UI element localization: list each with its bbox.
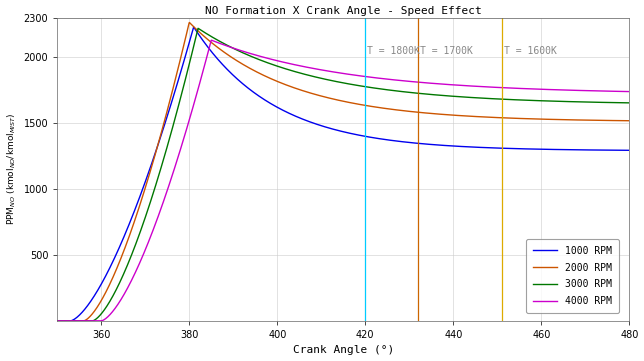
4000 RPM [82,319,90,323]
4000 RPM [504,86,512,90]
1000 RPM [53,319,61,323]
Text: T = 1700K: T = 1700K [421,46,473,56]
3000 RPM [332,79,339,84]
4000 RPM [332,70,339,74]
3000 RPM [194,26,202,31]
1000 RPM [317,123,325,128]
3000 RPM [317,76,325,81]
2000 RPM [625,118,633,123]
1000 RPM [625,148,633,152]
2000 RPM [609,118,617,123]
4000 RPM [609,89,616,93]
2000 RPM [82,317,90,322]
Line: 2000 RPM: 2000 RPM [57,22,629,321]
2000 RPM [185,20,193,25]
3000 RPM [53,319,61,323]
3000 RPM [609,100,617,105]
2000 RPM [504,116,512,120]
1000 RPM [82,305,90,309]
4000 RPM [609,89,617,93]
4000 RPM [53,319,61,323]
Line: 4000 RPM: 4000 RPM [57,40,629,321]
1000 RPM [609,148,617,152]
Legend: 1000 RPM, 2000 RPM, 3000 RPM, 4000 RPM: 1000 RPM, 2000 RPM, 3000 RPM, 4000 RPM [526,239,619,313]
X-axis label: Crank Angle (°): Crank Angle (°) [292,345,394,356]
Text: T = 1800K: T = 1800K [368,46,421,56]
Y-axis label: PPM$_{NO}$ (kmol$_{NO}$/kmol$_{MIST}$): PPM$_{NO}$ (kmol$_{NO}$/kmol$_{MIST}$) [6,113,18,225]
3000 RPM [82,319,90,323]
1000 RPM [504,146,512,151]
2000 RPM [609,118,616,123]
Text: T = 1600K: T = 1600K [504,46,556,56]
3000 RPM [625,101,633,105]
2000 RPM [53,319,61,323]
1000 RPM [609,148,616,152]
2000 RPM [317,94,325,98]
Title: NO Formation X Crank Angle - Speed Effect: NO Formation X Crank Angle - Speed Effec… [205,5,482,16]
3000 RPM [609,100,616,105]
2000 RPM [332,97,339,102]
4000 RPM [625,90,633,94]
1000 RPM [332,128,339,132]
1000 RPM [190,25,198,29]
Line: 3000 RPM: 3000 RPM [57,29,629,321]
3000 RPM [504,97,512,101]
4000 RPM [317,68,325,72]
4000 RPM [207,38,215,42]
Line: 1000 RPM: 1000 RPM [57,27,629,321]
